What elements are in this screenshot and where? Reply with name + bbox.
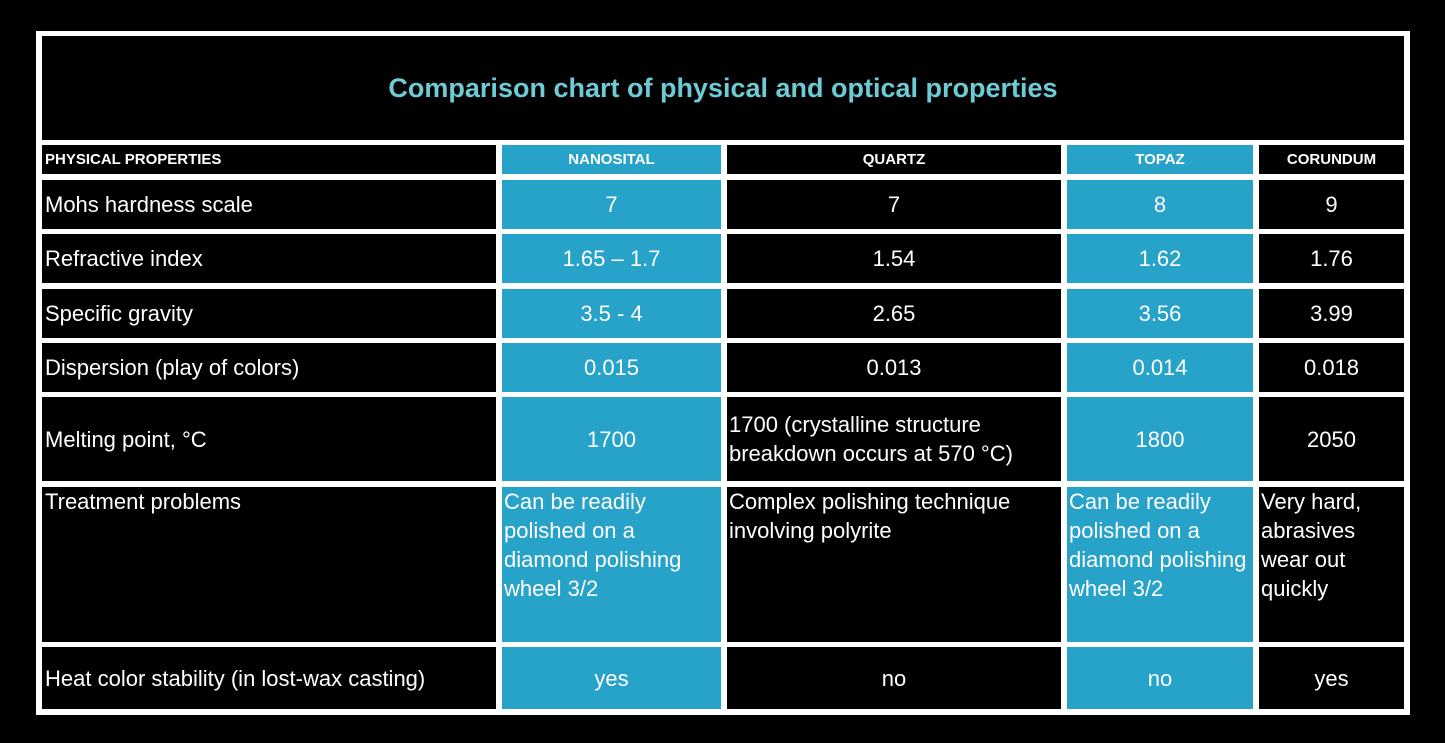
table-cell: 3.5 - 4: [502, 288, 721, 338]
table-cell: 2.65: [727, 288, 1061, 338]
row-label: Heat color stability (in lost-wax castin…: [42, 647, 496, 710]
table-cell: 3.56: [1067, 288, 1253, 338]
header-corundum: CORUNDUM: [1259, 145, 1404, 175]
table-title: Comparison chart of physical and optical…: [42, 36, 1404, 140]
comparison-table: Comparison chart of physical and optical…: [36, 31, 1410, 716]
table-cell: 1700 (crystalline structure breakdown oc…: [727, 397, 1061, 482]
table-cell: 8: [1067, 179, 1253, 229]
row-label: Specific gravity: [42, 288, 496, 338]
table-cell: no: [1067, 647, 1253, 710]
table-cell: 1.54: [727, 234, 1061, 284]
table-cell: 1700: [502, 397, 721, 482]
row-label: Treatment problems: [42, 486, 496, 642]
table-cell: 7: [502, 179, 721, 229]
table-cell: 2050: [1259, 397, 1404, 482]
row-label: Refractive index: [42, 234, 496, 284]
table-cell: Can be readily polished on a diamond pol…: [1067, 486, 1253, 642]
header-topaz: TOPAZ: [1067, 145, 1253, 175]
table-cell: 7: [727, 179, 1061, 229]
table-cell: 0.014: [1067, 342, 1253, 392]
table-cell: Can be readily polished on a diamond pol…: [502, 486, 721, 642]
table-cell: Very hard, abrasives wear out quickly: [1259, 486, 1404, 642]
table-cell: 1.65 – 1.7: [502, 234, 721, 284]
table-cell: 0.018: [1259, 342, 1404, 392]
table-cell: 0.013: [727, 342, 1061, 392]
table-cell: yes: [1259, 647, 1404, 710]
row-label: Mohs hardness scale: [42, 179, 496, 229]
table-cell: yes: [502, 647, 721, 710]
table-cell: 1.62: [1067, 234, 1253, 284]
table-cell: 3.99: [1259, 288, 1404, 338]
table-cell: Complex polishing technique involving po…: [727, 486, 1061, 642]
header-properties: PHYSICAL PROPERTIES: [42, 145, 496, 175]
table-cell: 1.76: [1259, 234, 1404, 284]
table-cell: 0.015: [502, 342, 721, 392]
row-label: Dispersion (play of colors): [42, 342, 496, 392]
row-label: Melting point, °C: [42, 397, 496, 482]
table-cell: 9: [1259, 179, 1404, 229]
header-quartz: QUARTZ: [727, 145, 1061, 175]
table-cell: no: [727, 647, 1061, 710]
header-nanosital: NANOSITAL: [502, 145, 721, 175]
table-cell: 1800: [1067, 397, 1253, 482]
